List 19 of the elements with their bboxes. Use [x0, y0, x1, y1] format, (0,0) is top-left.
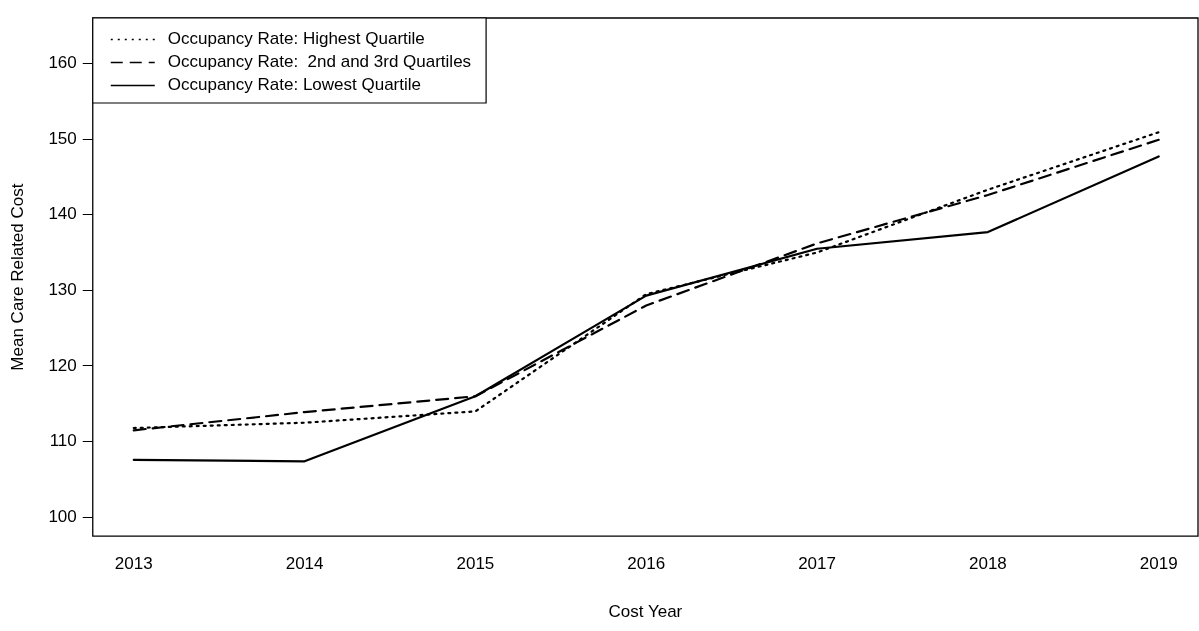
x-axis-title: Cost Year [608, 602, 683, 622]
legend-label: Occupancy Rate: 2nd and 3rd Quartiles [167, 52, 472, 72]
y-tick-label: 150 [48, 128, 77, 148]
y-tick-label: 110 [49, 431, 77, 451]
y-tick-label: 140 [48, 204, 77, 224]
y-tick-label: 120 [48, 355, 77, 375]
y-tick-label: 160 [48, 53, 77, 73]
x-tick-label: 2013 [114, 554, 153, 574]
x-tick-label: 2019 [1139, 554, 1178, 574]
y-tick-label: 100 [48, 506, 77, 526]
x-tick-label: 2015 [456, 554, 495, 574]
x-tick-label: 2016 [627, 554, 666, 574]
x-tick-label: 2018 [968, 554, 1007, 574]
y-tick-label: 130 [48, 280, 77, 300]
x-tick-label: 2014 [285, 554, 324, 574]
y-axis-title: Mean Care Related Cost [7, 183, 27, 371]
x-tick-label: 2017 [798, 554, 836, 574]
legend-label: Occupancy Rate: Lowest Quartile [167, 75, 421, 95]
legend-label: Occupancy Rate: Highest Quartile [167, 29, 425, 49]
